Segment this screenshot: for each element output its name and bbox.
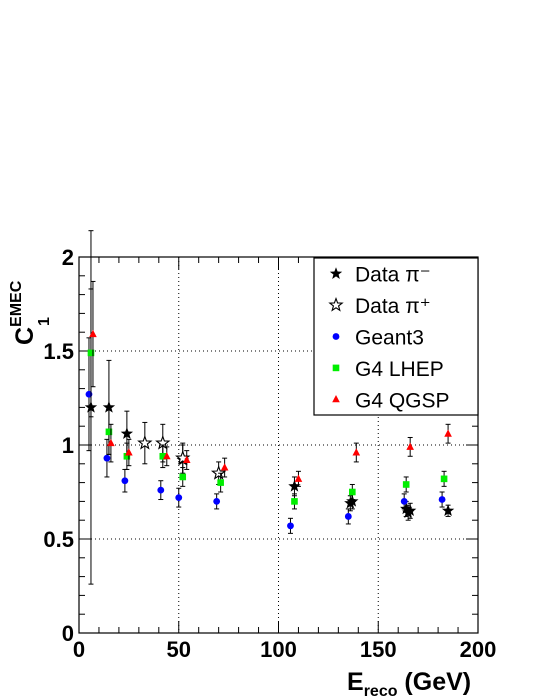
y-tick-label: 1: [62, 433, 74, 458]
data-point: [288, 479, 301, 492]
legend-marker: [332, 333, 340, 340]
data-point: [102, 400, 116, 413]
series-3: [87, 288, 448, 510]
x-axis-title: Ereco (GeV): [347, 668, 471, 699]
y-tick-label: 0: [62, 621, 74, 646]
series-2: [85, 337, 446, 534]
data-point: [105, 428, 113, 436]
data-point: [403, 504, 417, 517]
data-point: [294, 474, 303, 482]
data-point: [175, 450, 191, 465]
data-point: [175, 494, 183, 502]
y-axis-title-sub: 1: [36, 317, 53, 326]
data-point: [287, 522, 294, 530]
data-point: [162, 451, 171, 460]
legend-label: G4 QGSP: [355, 389, 450, 412]
legend-box: [313, 257, 479, 416]
data-point: [344, 513, 352, 520]
data-point: [220, 463, 229, 471]
legend-marker: [329, 267, 343, 279]
y-axis-title-sup: EMEC: [8, 280, 25, 327]
data-point: [182, 455, 191, 464]
data-point: [137, 435, 153, 450]
x-axis-title-sub: reco: [364, 683, 398, 699]
data-layer: [84, 230, 455, 585]
data-point: [352, 448, 361, 456]
x-axis-title-main: E: [347, 668, 364, 696]
legend-marker: [328, 297, 344, 312]
y-tick-label: 1.5: [43, 339, 74, 364]
data-point: [213, 498, 221, 505]
data-point: [444, 429, 452, 437]
y-axis-title: CEMEC 1: [8, 280, 53, 345]
data-point: [89, 329, 97, 338]
legend: Data π⁻ Data π⁺ Geant3 G4 LHEP G4 QGSP: [313, 257, 479, 416]
legend-label: Geant3: [355, 327, 424, 350]
data-point: [291, 498, 298, 505]
y-tick-label: 2: [62, 245, 74, 270]
data-point: [346, 494, 359, 507]
legend-label: G4 LHEP: [355, 358, 444, 381]
data-point: [157, 486, 165, 494]
legend-label: Data π⁻: [355, 264, 431, 287]
x-tick-label: 150: [360, 637, 397, 662]
data-point: [121, 477, 129, 485]
data-point: [441, 504, 455, 517]
legend-label: Data π⁺: [355, 295, 431, 318]
y-axis-title-main: C: [11, 327, 39, 345]
data-point: [123, 452, 131, 460]
x-tick-label: 200: [460, 637, 497, 662]
svg-text:CEMEC: CEMEC: [8, 280, 39, 345]
data-point: [107, 438, 115, 447]
y-tick-label: 0.5: [43, 527, 74, 552]
data-point: [402, 481, 410, 488]
data-point: [103, 454, 111, 462]
legend-marker: [332, 395, 340, 403]
data-point: [120, 427, 134, 439]
data-point: [400, 498, 408, 505]
axis-ticks: 0 50 100 150 200 0 0.5 1 1.5 2: [43, 245, 496, 662]
legend-marker: [332, 364, 340, 372]
data-point: [210, 465, 227, 480]
data-point: [125, 448, 133, 456]
x-tick-label: 100: [260, 637, 297, 662]
data-point: [349, 488, 356, 496]
data-point: [87, 349, 95, 357]
series-4: [89, 280, 452, 487]
data-point: [400, 502, 413, 515]
x-tick-label: 50: [167, 637, 191, 662]
x-tick-label: 0: [73, 637, 85, 662]
data-point: [406, 442, 414, 450]
data-point: [179, 473, 187, 481]
data-point: [438, 496, 446, 503]
data-point: [440, 475, 448, 483]
data-point: [217, 479, 224, 486]
data-point: [159, 452, 167, 460]
x-axis-title-unit: (GeV): [397, 668, 471, 696]
